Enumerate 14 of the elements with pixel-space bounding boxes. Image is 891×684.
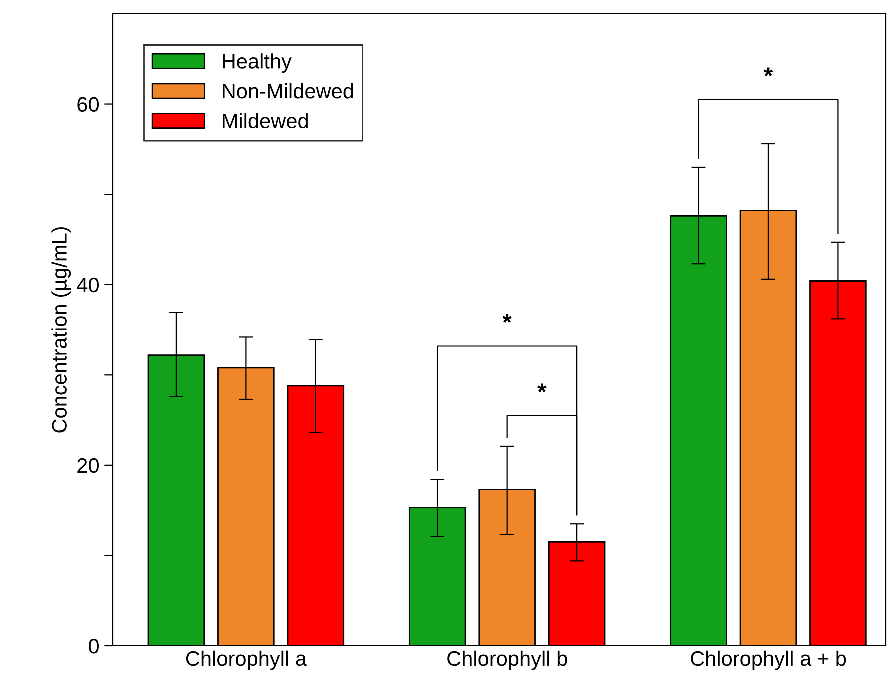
annotation: * (764, 68, 774, 77)
x-tick-label: Chlorophyll a + b (691, 650, 846, 670)
y-tick-label: 60 (78, 97, 99, 112)
annotation: * (538, 384, 547, 393)
x-tick-label: Chlorophyll b (448, 650, 568, 670)
y-tick-label: 40 (77, 278, 99, 293)
legend-label: Healthy (223, 54, 292, 74)
y-tick-label: 0 (89, 639, 99, 654)
y-tick-label: 20 (78, 458, 99, 474)
annotation: * (502, 314, 512, 324)
y-axis-title: Concentration (µg/mL) (52, 227, 72, 433)
legend-label: Mildewed (223, 113, 308, 129)
legend-label: Non-Mildewed (223, 83, 354, 99)
x-tick-label: Chlorophyll a (186, 650, 307, 670)
